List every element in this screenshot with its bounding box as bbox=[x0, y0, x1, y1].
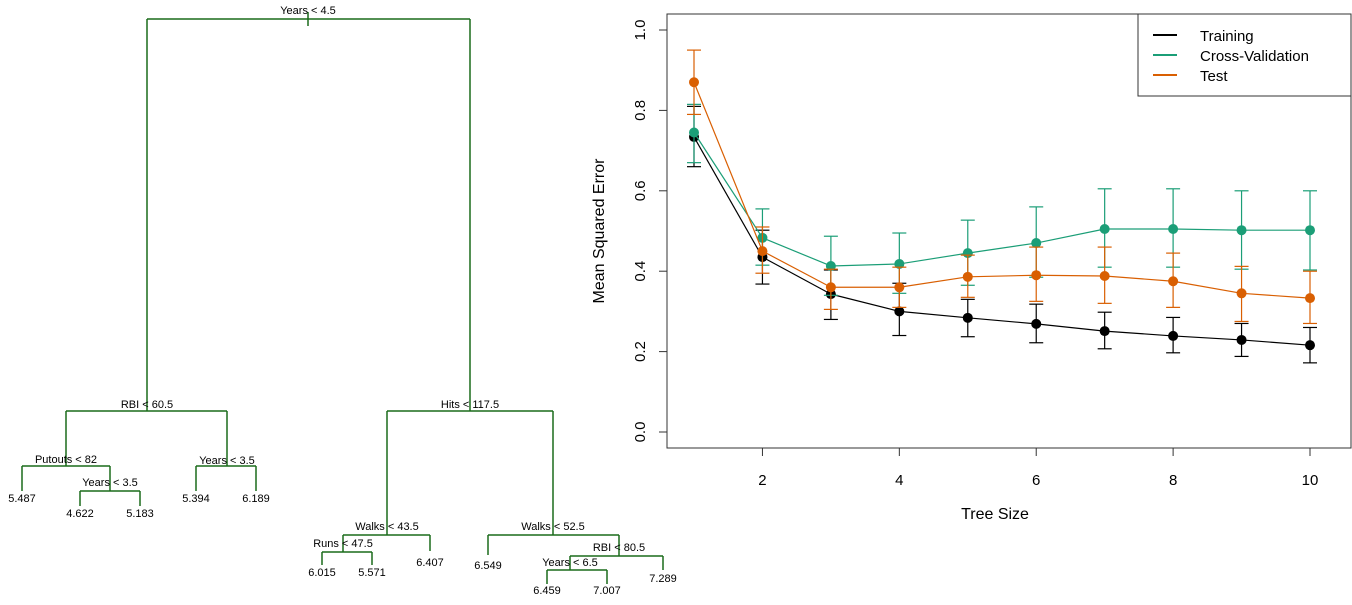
data-point bbox=[1305, 340, 1315, 351]
data-point bbox=[689, 77, 699, 88]
series-segment bbox=[1241, 292, 1311, 299]
tree-leaf-label: 5.487 bbox=[8, 493, 36, 505]
data-point bbox=[1305, 293, 1315, 304]
tree-split-label: RBI < 80.5 bbox=[593, 542, 645, 554]
series-segment bbox=[967, 242, 1037, 254]
data-point bbox=[1031, 238, 1042, 249]
series-segment bbox=[1104, 330, 1174, 337]
series-segment bbox=[1173, 280, 1242, 294]
series-segment bbox=[1036, 228, 1105, 244]
series-segment bbox=[1036, 274, 1105, 277]
series-segment bbox=[762, 250, 832, 288]
legend: Training Cross-Validation Test bbox=[1137, 13, 1352, 97]
data-point bbox=[757, 246, 768, 257]
mse-chart: 2 4 6 8 10 0.0 0.2 0.4 0.6 0.8 1.0 Training Cross-V… bbox=[591, 13, 1352, 523]
data-point bbox=[1099, 223, 1110, 234]
data-point bbox=[1031, 270, 1042, 281]
tree-leaf-label: 7.289 bbox=[649, 573, 677, 585]
tree-leaf-label: 7.007 bbox=[593, 585, 621, 597]
data-point bbox=[894, 282, 905, 293]
x-tick-label: 2 bbox=[758, 472, 766, 489]
data-point bbox=[1031, 318, 1042, 329]
data-point bbox=[1236, 334, 1247, 345]
tree-split-label: Putouts < 82 bbox=[35, 454, 97, 466]
y-axis-label: Mean Squared Error bbox=[591, 158, 608, 304]
data-point bbox=[894, 258, 905, 269]
tree-split-label: Hits < 117.5 bbox=[441, 399, 499, 411]
y-tick-label: 0.6 bbox=[632, 180, 649, 201]
plot-box bbox=[666, 13, 1352, 449]
series-segment bbox=[830, 293, 900, 312]
tree-split-label: Years < 3.5 bbox=[82, 477, 138, 489]
tree-leaf-label: 4.622 bbox=[66, 508, 94, 520]
series-segment bbox=[899, 310, 968, 319]
data-point bbox=[1168, 223, 1179, 234]
data-point bbox=[825, 282, 836, 293]
legend-label: Training bbox=[1200, 28, 1254, 45]
tree-split-label: Runs < 47.5 bbox=[313, 538, 373, 550]
y-tick-label: 0.4 bbox=[632, 261, 649, 282]
series-segment bbox=[693, 82, 764, 252]
legend-label: Cross-Validation bbox=[1200, 48, 1309, 65]
data-point bbox=[1099, 271, 1110, 282]
series-segment bbox=[693, 132, 763, 239]
legend-label: Test bbox=[1200, 68, 1228, 85]
series-segment bbox=[899, 252, 968, 265]
series-segment bbox=[899, 276, 968, 288]
data-point bbox=[962, 271, 973, 282]
tree-split-label: Walks < 43.5 bbox=[355, 521, 418, 533]
data-point bbox=[894, 306, 905, 317]
tree-leaf-label: 6.015 bbox=[308, 567, 336, 579]
data-point bbox=[825, 260, 836, 271]
tree-split-label: RBI < 60.5 bbox=[121, 399, 173, 411]
regression-tree: Years < 4.5 RBI < 60.5 Putouts < 82 Years <… bbox=[8, 5, 677, 597]
data-point bbox=[1236, 225, 1247, 236]
tree-leaf-label: 6.407 bbox=[416, 557, 444, 569]
tree-split-label: Walks < 52.5 bbox=[521, 521, 584, 533]
series-segment bbox=[967, 274, 1037, 278]
series-test bbox=[687, 49, 1317, 325]
x-tick-label: 10 bbox=[1302, 472, 1319, 489]
tree-leaf-label: 6.459 bbox=[533, 585, 561, 597]
series-training bbox=[687, 105, 1317, 364]
data-point bbox=[1099, 326, 1110, 337]
y-tick-label: 1.0 bbox=[632, 20, 649, 41]
series-segment bbox=[967, 317, 1037, 325]
series-segment bbox=[1241, 339, 1311, 346]
series-cross-validation bbox=[687, 103, 1317, 296]
data-point bbox=[1305, 225, 1315, 236]
series-segment bbox=[693, 136, 763, 258]
tree-leaf-label: 5.571 bbox=[358, 567, 386, 579]
y-tick-label: 0.0 bbox=[632, 422, 649, 443]
series-segment bbox=[1173, 228, 1242, 231]
series-segment bbox=[1104, 275, 1174, 282]
y-tick-label: 0.2 bbox=[632, 341, 649, 362]
x-tick-label: 4 bbox=[895, 472, 903, 489]
data-point bbox=[1168, 276, 1179, 287]
x-axis-label: Tree Size bbox=[961, 506, 1029, 523]
series-segment bbox=[762, 256, 832, 295]
series-segment bbox=[1036, 323, 1105, 332]
series-segment bbox=[762, 237, 832, 267]
tree-split-label: Years < 6.5 bbox=[542, 557, 598, 569]
series-segment bbox=[830, 263, 900, 267]
x-tick-label: 6 bbox=[1032, 472, 1040, 489]
tree-leaf-label: 6.189 bbox=[242, 493, 270, 505]
tree-split-label: Years < 3.5 bbox=[199, 455, 255, 467]
y-tick-label: 0.8 bbox=[632, 100, 649, 121]
x-tick-label: 8 bbox=[1169, 472, 1177, 489]
data-point bbox=[962, 312, 973, 323]
data-point bbox=[1236, 288, 1247, 299]
tree-leaf-label: 5.183 bbox=[126, 508, 154, 520]
tree-split-label: Years < 4.5 bbox=[280, 5, 336, 17]
data-point bbox=[1168, 330, 1179, 341]
tree-leaf-label: 6.549 bbox=[474, 560, 502, 572]
tree-leaf-label: 5.394 bbox=[182, 493, 210, 505]
series-segment bbox=[1173, 335, 1242, 341]
data-point bbox=[689, 127, 699, 138]
